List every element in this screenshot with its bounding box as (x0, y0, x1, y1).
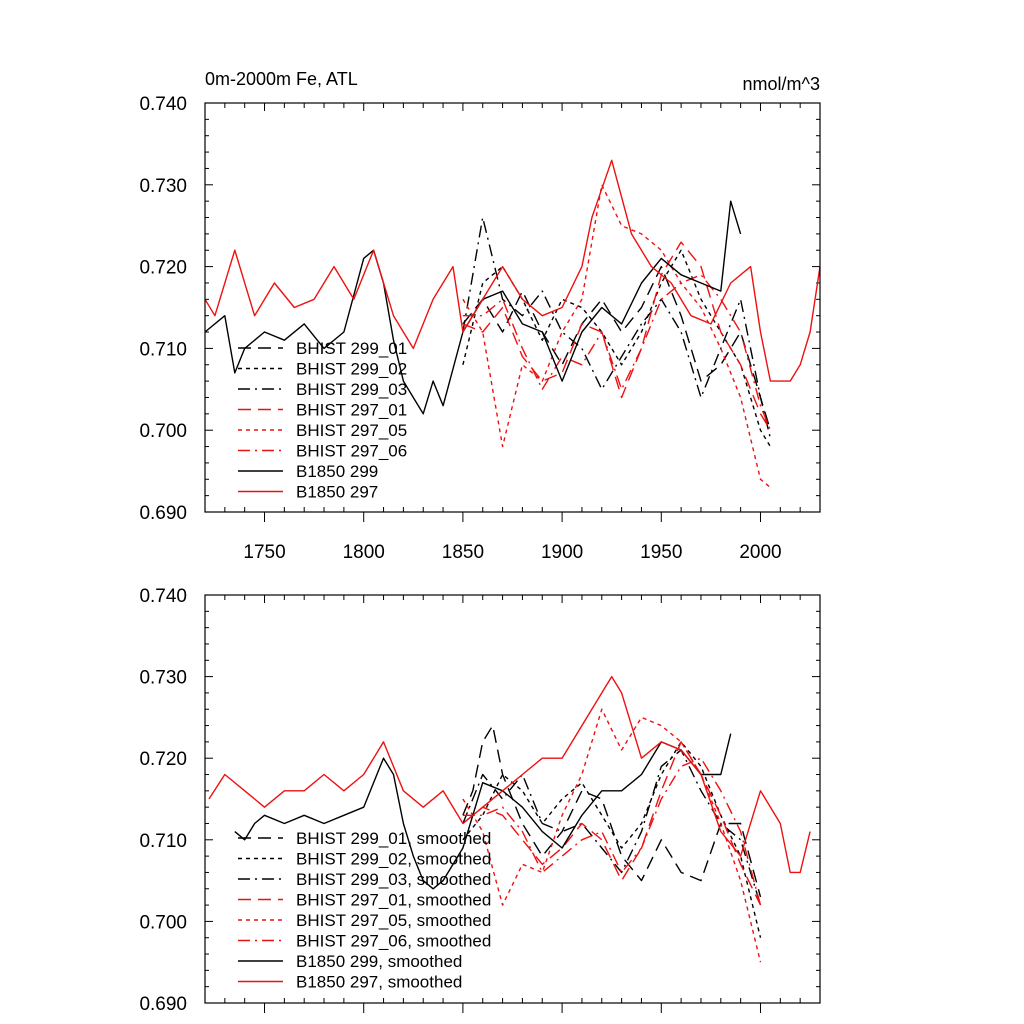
chart-units: nmol/m^3 (743, 74, 820, 94)
chart-title: 0m-2000m Fe, ATL (205, 69, 358, 89)
series-line-5 (462, 274, 772, 431)
top-chart-ticks: 0.690 0.700 0.710 0.720 0.730 0.740 1750 1800 18… (139, 94, 821, 563)
legend-label: B1850 297, smoothed (296, 973, 462, 992)
legend-label: B1850 297 (296, 483, 378, 502)
bottom-chart-legend: BHIST 299_01, smoothed BHIST 299_02, smoo… (238, 829, 491, 992)
legend-label: BHIST 297_05, smoothed (296, 911, 491, 930)
legend-label: B1850 299 (296, 462, 378, 481)
y-tick-label: 0.730 (139, 176, 187, 197)
top-chart-panel: 0m-2000m Fe, ATL nmol/m^3 0.690 0.700 0.71… (139, 69, 821, 563)
legend-label: B1850 299, smoothed (296, 952, 462, 971)
bottom-chart-frame (204, 594, 821, 1004)
y-tick-label: 0.690 (139, 994, 187, 1015)
y-tick-label: 0.740 (139, 94, 187, 115)
legend-label: BHIST 299_02 (296, 360, 407, 379)
x-tick-label: 2000 (739, 542, 781, 563)
bottom-chart-ticks: 0.690 0.700 0.710 0.720 0.730 0.740 (139, 586, 821, 1015)
legend-label: BHIST 299_01 (296, 339, 407, 358)
legend-label: BHIST 297_01 (296, 401, 407, 420)
legend-label: BHIST 299_02, smoothed (296, 850, 491, 869)
bottom-chart-panel: 0.690 0.700 0.710 0.720 0.730 0.740 BHIST 299… (139, 586, 821, 1015)
series-line-7 (208, 675, 811, 874)
series-line-7 (204, 159, 821, 382)
y-tick-label: 0.710 (139, 339, 187, 360)
x-tick-label: 1950 (640, 542, 682, 563)
series-line-5 (462, 757, 762, 906)
y-tick-label: 0.730 (139, 668, 187, 689)
x-tick-label: 1900 (541, 542, 583, 563)
legend-label: BHIST 297_01, smoothed (296, 891, 491, 910)
x-tick-label: 1750 (243, 542, 285, 563)
series-line-0 (462, 265, 772, 431)
y-tick-label: 0.720 (139, 749, 187, 770)
legend-label: BHIST 299_03 (296, 380, 407, 399)
series-line-6 (204, 200, 742, 415)
top-chart-frame (204, 102, 821, 513)
x-tick-label: 1800 (343, 542, 385, 563)
legend-label: BHIST 297_06 (296, 442, 407, 461)
series-line-0 (462, 724, 762, 898)
series-line-2 (462, 216, 772, 439)
x-tick-label: 1850 (442, 542, 484, 563)
y-tick-label: 0.700 (139, 912, 187, 933)
series-line-4 (462, 708, 762, 963)
y-tick-label: 0.740 (139, 586, 187, 607)
legend-label: BHIST 299_03, smoothed (296, 870, 491, 889)
bottom-chart-series (208, 675, 811, 963)
series-line-2 (462, 749, 762, 906)
y-tick-label: 0.690 (139, 503, 187, 524)
legend-label: BHIST 297_05 (296, 421, 407, 440)
legend-label: BHIST 297_06, smoothed (296, 932, 491, 951)
top-chart-series (204, 159, 821, 489)
series-line-1 (462, 741, 762, 938)
series-line-3 (462, 741, 762, 906)
series-line-6 (234, 733, 732, 890)
y-tick-label: 0.710 (139, 831, 187, 852)
y-tick-label: 0.720 (139, 258, 187, 279)
legend-label: BHIST 299_01, smoothed (296, 829, 491, 848)
series-line-3 (462, 241, 771, 431)
y-tick-label: 0.700 (139, 421, 187, 442)
series-line-4 (462, 184, 771, 489)
